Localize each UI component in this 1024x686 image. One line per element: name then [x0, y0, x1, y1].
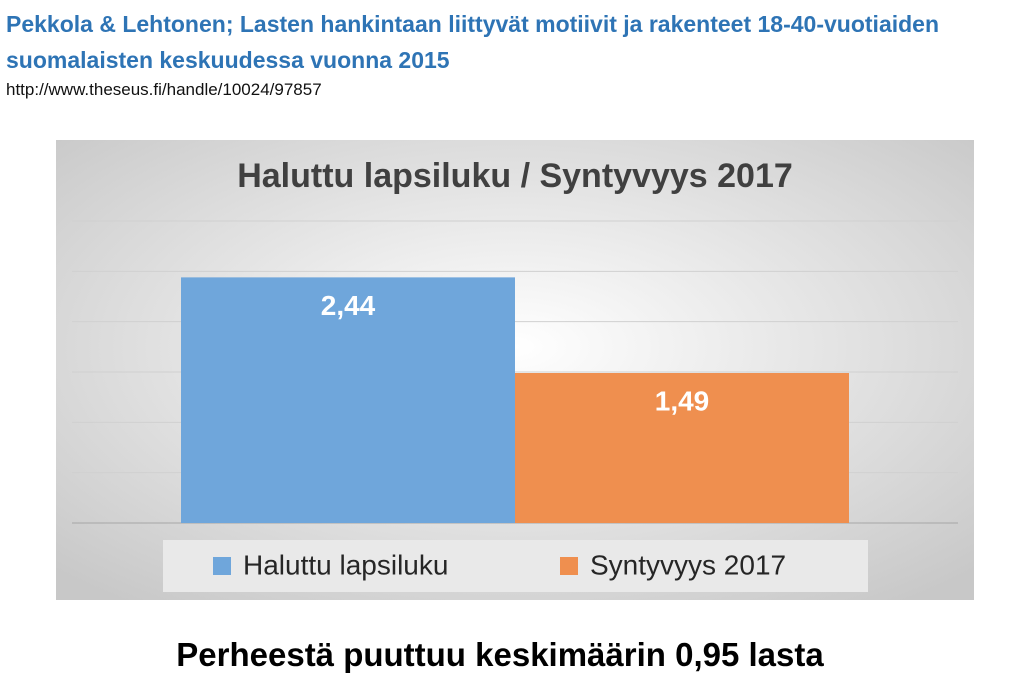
legend-swatch: [213, 557, 231, 575]
legend-label: Syntyvyys 2017: [590, 549, 786, 580]
header-title: Pekkola & Lehtonen; Lasten hankintaan li…: [6, 11, 940, 73]
legend-label: Haluttu lapsiluku: [243, 549, 448, 580]
legend-background: [163, 540, 868, 592]
caption: Perheestä puuttuu keskimäärin 0,95 lasta: [176, 636, 824, 673]
bar: [515, 373, 849, 523]
source-url: http://www.theseus.fi/handle/10024/97857: [6, 80, 322, 99]
bar: [181, 277, 515, 523]
data-label: 1,49: [655, 385, 710, 416]
legend-swatch: [560, 557, 578, 575]
chart-title: Haluttu lapsiluku / Syntyvyys 2017: [237, 157, 793, 195]
chart: Haluttu lapsiluku / Syntyvyys 2017 2,44 1…: [56, 140, 974, 600]
data-label: 2,44: [321, 290, 376, 321]
